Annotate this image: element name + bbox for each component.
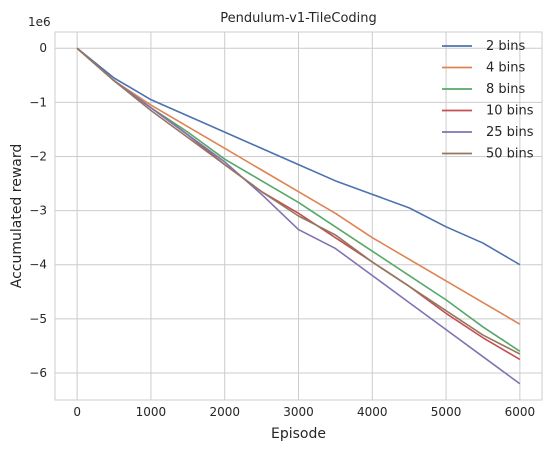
- x-tick-label: 6000: [505, 405, 536, 419]
- x-tick-label: 4000: [357, 405, 388, 419]
- y-tick-label: −6: [29, 366, 47, 380]
- grid: [55, 32, 542, 400]
- x-axis-ticks: 0 1000 2000 3000 4000 5000 6000: [73, 405, 535, 419]
- series-line-1: [76, 47, 521, 266]
- y-tick-label: −3: [29, 204, 47, 218]
- legend-label: 8 bins: [486, 82, 526, 97]
- series-line-2: [76, 47, 521, 325]
- y-tick-label: −2: [29, 149, 47, 163]
- x-tick-label: 3000: [283, 405, 314, 419]
- y-tick-label: 0: [39, 41, 47, 55]
- series-line-5: [76, 47, 521, 385]
- legend-label: 2 bins: [486, 39, 526, 54]
- legend-label: 10 bins: [486, 104, 534, 119]
- y-tick-label: −5: [29, 312, 47, 326]
- y-axis-multiplier: 1e6: [28, 15, 51, 29]
- y-tick-label: −1: [29, 95, 47, 109]
- y-axis-label: Accumulated reward: [9, 144, 25, 289]
- x-tick-label: 0: [73, 405, 81, 419]
- series-line-6: [76, 47, 521, 355]
- x-axis-label: Episode: [271, 426, 326, 442]
- legend-label: 25 bins: [486, 125, 534, 140]
- x-tick-label: 2000: [209, 405, 240, 419]
- plot-frame: [54, 31, 543, 401]
- y-axis-ticks: 0 −1 −2 −3 −4 −5 −6: [29, 41, 47, 380]
- series-layer: [76, 47, 521, 385]
- legend-label: 50 bins: [486, 147, 534, 162]
- legend-label: 4 bins: [486, 61, 526, 76]
- y-tick-label: −4: [29, 258, 47, 272]
- legend: 2 bins 4 bins 8 bins 10 bins 25 bins 50 bins: [442, 39, 534, 162]
- x-tick-label: 5000: [431, 405, 462, 419]
- chart-title: Pendulum-v1-TileCoding: [220, 11, 377, 26]
- x-tick-label: 1000: [136, 405, 167, 419]
